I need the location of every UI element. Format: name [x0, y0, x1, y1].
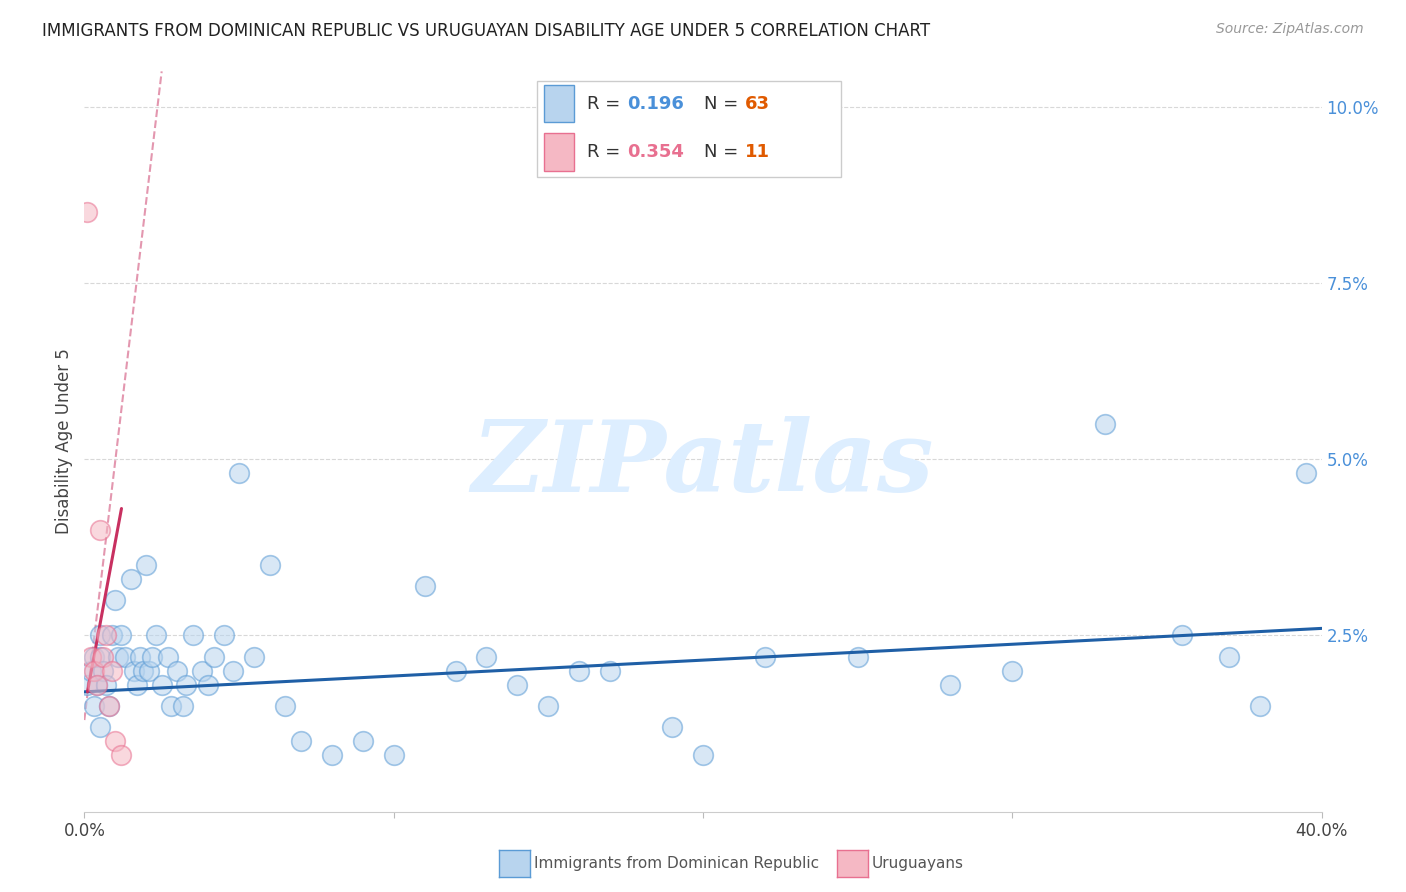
Point [98, 698, 121, 713]
Point [160, 698, 183, 713]
Point [537, 698, 560, 713]
Point [94, 628, 117, 642]
Point [290, 734, 312, 748]
Point [475, 649, 498, 664]
Point [86, 678, 108, 692]
Point [202, 649, 225, 664]
Point [243, 649, 266, 664]
Point [101, 628, 124, 642]
Text: ZIPatlas: ZIPatlas [472, 416, 934, 512]
Point [1001, 664, 1024, 678]
Point [939, 678, 962, 692]
Point [135, 558, 157, 572]
Point [138, 664, 160, 678]
Text: N =: N = [704, 143, 744, 161]
Point [122, 664, 145, 678]
Point [413, 579, 436, 593]
Point [79, 649, 101, 664]
Point [83, 698, 105, 713]
Point [107, 649, 129, 664]
Point [110, 748, 132, 763]
Point [212, 628, 235, 642]
Point [79, 664, 101, 678]
Point [1249, 698, 1271, 713]
Text: N =: N = [704, 95, 744, 112]
Text: 11: 11 [745, 143, 769, 161]
Point [692, 748, 714, 763]
Point [94, 678, 117, 692]
Bar [544, 133, 575, 170]
Point [110, 628, 132, 642]
Point [506, 678, 529, 692]
Point [125, 678, 148, 692]
Point [89, 720, 111, 734]
Point [156, 649, 179, 664]
Point [86, 678, 108, 692]
Point [176, 678, 198, 692]
Point [76, 205, 98, 219]
Point [129, 649, 152, 664]
Point [1171, 628, 1194, 642]
Point [89, 523, 111, 537]
Point [1094, 417, 1116, 431]
Text: IMMIGRANTS FROM DOMINICAN REPUBLIC VS URUGUAYAN DISABILITY AGE UNDER 5 CORRELATI: IMMIGRANTS FROM DOMINICAN REPUBLIC VS UR… [42, 22, 931, 40]
Point [141, 649, 163, 664]
Point [181, 628, 204, 642]
Point [382, 748, 405, 763]
Point [846, 649, 869, 664]
Point [76, 678, 98, 692]
Point [166, 664, 188, 678]
Point [120, 572, 142, 586]
Point [661, 720, 683, 734]
Point [91, 649, 114, 664]
Point [145, 628, 167, 642]
Point [104, 734, 127, 748]
Point [132, 664, 155, 678]
Point [599, 664, 621, 678]
Point [228, 467, 250, 481]
Text: 0.354: 0.354 [627, 143, 683, 161]
Point [98, 698, 121, 713]
Point [259, 558, 281, 572]
Point [104, 593, 127, 607]
Point [83, 664, 105, 678]
Text: Source: ZipAtlas.com: Source: ZipAtlas.com [1216, 22, 1364, 37]
Text: Immigrants from Dominican Republic: Immigrants from Dominican Republic [534, 856, 820, 871]
Point [754, 649, 776, 664]
Point [1218, 649, 1240, 664]
Text: Uruguayans: Uruguayans [872, 856, 963, 871]
Point [150, 678, 173, 692]
Point [274, 698, 297, 713]
Point [191, 664, 214, 678]
Bar [544, 85, 575, 122]
Point [1295, 467, 1317, 481]
Point [91, 664, 114, 678]
Text: 0.196: 0.196 [627, 95, 683, 112]
Text: 63: 63 [745, 95, 769, 112]
Point [89, 628, 111, 642]
Point [114, 649, 136, 664]
Point [172, 698, 194, 713]
Point [352, 734, 374, 748]
Point [89, 649, 111, 664]
Point [444, 664, 467, 678]
Point [83, 649, 105, 664]
Point [222, 664, 245, 678]
Point [568, 664, 591, 678]
Point [197, 678, 219, 692]
FancyBboxPatch shape [537, 81, 841, 178]
Text: R =: R = [586, 143, 626, 161]
Point [321, 748, 343, 763]
Text: R =: R = [586, 95, 626, 112]
Y-axis label: Disability Age Under 5: Disability Age Under 5 [55, 349, 73, 534]
Point [101, 664, 124, 678]
